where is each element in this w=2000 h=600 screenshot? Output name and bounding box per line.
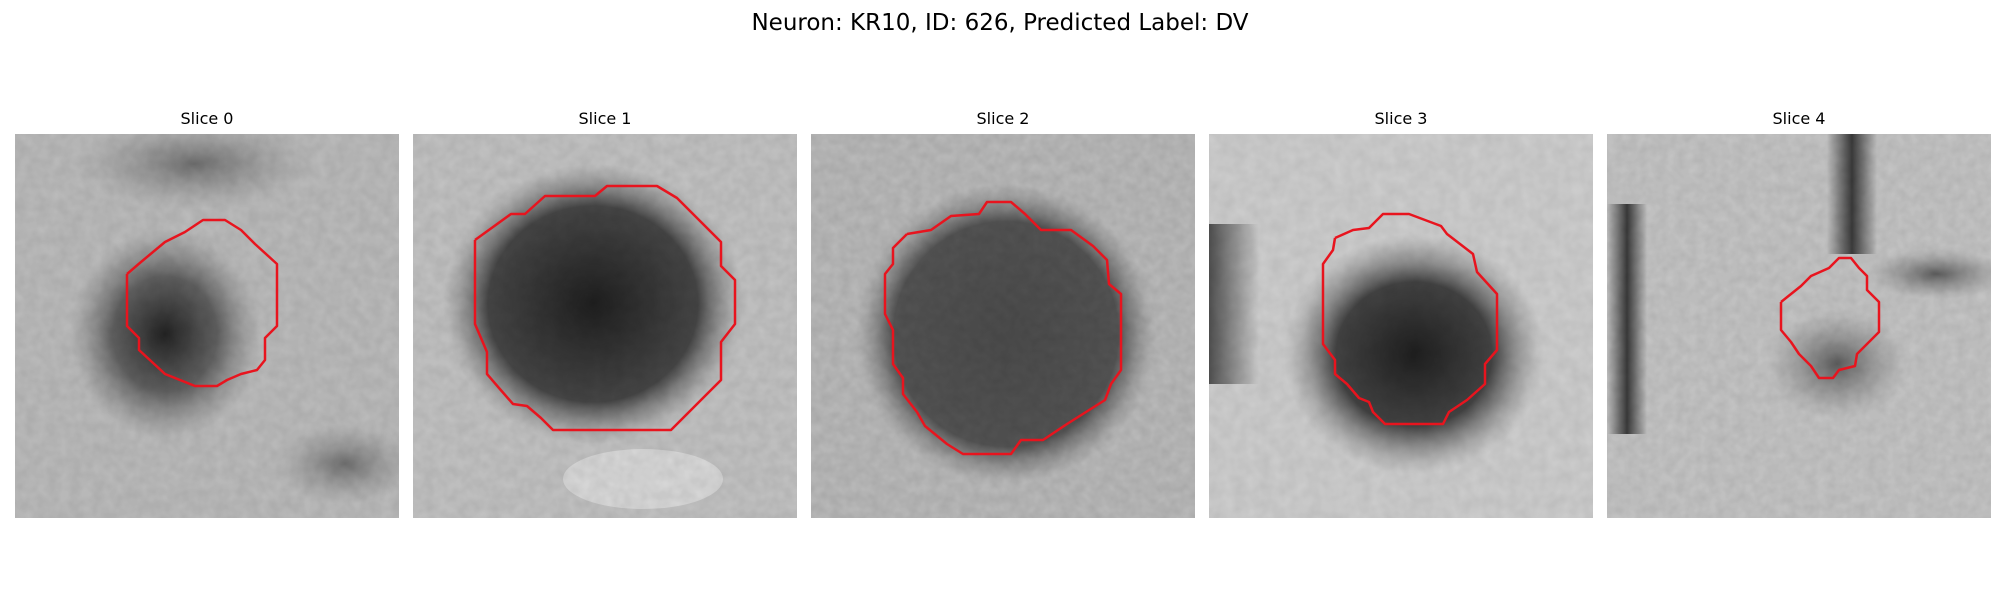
pixel-noise bbox=[811, 134, 1195, 518]
slice-title-0: Slice 0 bbox=[180, 109, 234, 128]
pixel-noise bbox=[413, 134, 797, 518]
slice-panel-2: Slice 2 bbox=[811, 108, 1195, 528]
roi-contour bbox=[125, 218, 279, 388]
roi-contour bbox=[883, 200, 1123, 456]
slice-title-3: Slice 3 bbox=[1374, 109, 1428, 128]
slice-title-1: Slice 1 bbox=[578, 109, 632, 128]
figure-title: Neuron: KR10, ID: 626, Predicted Label: … bbox=[751, 10, 1249, 36]
slice-panel-4: Slice 4 bbox=[1607, 108, 1991, 528]
slice-image-0 bbox=[15, 134, 399, 518]
slice-title-4: Slice 4 bbox=[1772, 109, 1826, 128]
pixel-noise bbox=[15, 134, 399, 518]
slice-panel-3: Slice 3 bbox=[1209, 108, 1593, 528]
slice-panel-0: Slice 0 bbox=[15, 108, 399, 528]
slice-panel-1: Slice 1 bbox=[413, 108, 797, 528]
slice-image-1 bbox=[413, 134, 797, 518]
slice-image-3 bbox=[1209, 134, 1593, 518]
slice-image-2 bbox=[811, 134, 1195, 518]
slice-title-2: Slice 2 bbox=[976, 109, 1030, 128]
slice-image-4 bbox=[1607, 134, 1991, 518]
pixel-noise bbox=[1209, 134, 1593, 518]
pixel-noise bbox=[1607, 134, 1991, 518]
roi-contour bbox=[473, 184, 737, 432]
roi-contour bbox=[1779, 256, 1881, 380]
roi-contour bbox=[1321, 212, 1499, 426]
